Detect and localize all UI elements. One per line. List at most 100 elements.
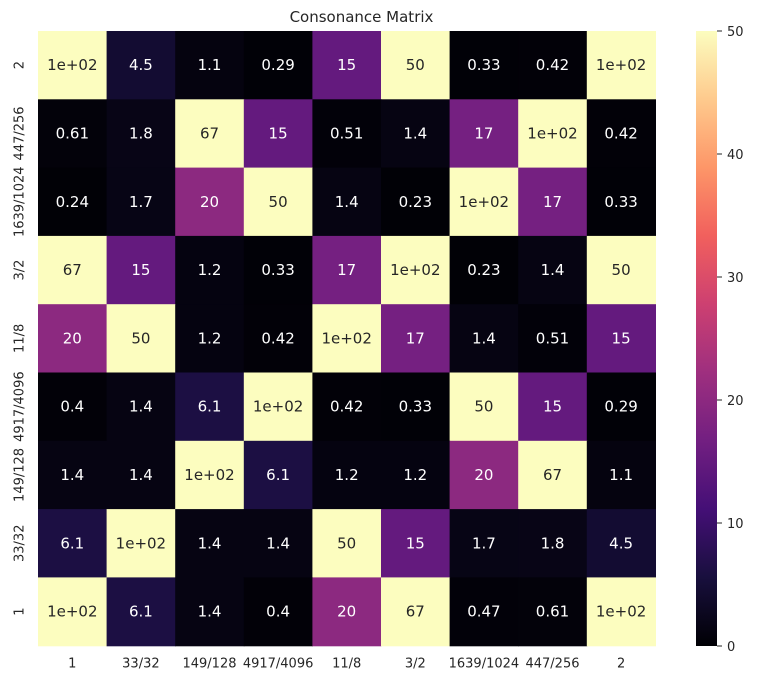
heatmap-cell xyxy=(586,304,656,374)
heatmap-cell xyxy=(243,440,313,510)
cell-value-label: 1.7 xyxy=(472,534,496,552)
cell-value-label: 0.29 xyxy=(604,398,637,416)
heatmap-cell xyxy=(312,440,382,510)
heatmap-cell xyxy=(243,577,313,647)
heatmap-cell xyxy=(243,99,313,169)
y-tick-label: 3/2 xyxy=(13,260,28,281)
cell-value-label: 1.4 xyxy=(472,329,496,347)
cell-value-label: 0.51 xyxy=(330,124,363,142)
heatmap-cell xyxy=(38,31,108,100)
cell-value-label: 0.23 xyxy=(467,261,500,279)
heatmap-cell xyxy=(106,99,176,169)
heatmap-cell xyxy=(106,31,176,100)
heatmap-cell xyxy=(449,372,519,442)
heatmap-cell xyxy=(381,235,451,305)
cell-value-label: 0.33 xyxy=(467,56,500,74)
heatmap-cell xyxy=(175,372,245,442)
cell-value-label: 0.29 xyxy=(261,56,294,74)
heatmap-cell xyxy=(175,167,245,237)
cell-value-label: 0.42 xyxy=(261,329,294,347)
cell-value-label: 0.33 xyxy=(399,398,432,416)
cell-value-label: 1.4 xyxy=(129,398,153,416)
cell-value-label: 1.2 xyxy=(198,261,222,279)
heatmap-cell xyxy=(38,167,108,237)
cell-value-label: 1e+02 xyxy=(596,56,646,74)
cell-value-label: 20 xyxy=(474,466,493,484)
heatmap-cells: 1e+02 4.5 1.1 0.29 15 50 0.33 0.42 1e+02 0.61 1.8 6… xyxy=(38,31,656,647)
heatmap-cell xyxy=(175,577,245,647)
cell-value-label: 1e+02 xyxy=(184,466,234,484)
cell-value-label: 4.5 xyxy=(609,534,633,552)
cell-value-label: 67 xyxy=(543,466,562,484)
cell-value-label: 6.1 xyxy=(129,603,153,621)
cell-value-label: 0.47 xyxy=(467,603,500,621)
cell-value-label: 67 xyxy=(406,603,425,621)
cell-value-label: 0.51 xyxy=(536,329,569,347)
heatmap-cell xyxy=(518,304,588,374)
heatmap-cell xyxy=(518,577,588,647)
heatmap-cell xyxy=(586,577,656,647)
heatmap-cell xyxy=(449,167,519,237)
cell-value-label: 20 xyxy=(63,329,82,347)
heatmap-cell xyxy=(518,372,588,442)
cell-value-label: 20 xyxy=(337,603,356,621)
cell-value-label: 1e+02 xyxy=(47,603,97,621)
x-tick-label: 149/128 xyxy=(182,657,236,672)
cell-value-label: 0.61 xyxy=(56,124,89,142)
cell-value-label: 1.1 xyxy=(198,56,222,74)
heatmap-cell xyxy=(312,577,382,647)
y-tick-label: 2 xyxy=(13,61,28,69)
cell-value-label: 50 xyxy=(131,329,150,347)
y-tick-label: 11/8 xyxy=(13,324,28,353)
heatmap-cell xyxy=(518,167,588,237)
heatmap-cell xyxy=(518,31,588,100)
heatmap-cell xyxy=(106,372,176,442)
heatmap-cell xyxy=(449,99,519,169)
x-tick-label: 1639/1024 xyxy=(449,657,520,672)
y-tick-label: 1639/1024 xyxy=(13,166,28,237)
cell-value-label: 1.7 xyxy=(129,193,153,211)
heatmap-cell xyxy=(586,31,656,100)
heatmap-cell xyxy=(381,167,451,237)
cell-value-label: 1e+02 xyxy=(321,329,371,347)
x-tick-label: 33/32 xyxy=(122,657,159,672)
cell-value-label: 50 xyxy=(337,534,356,552)
heatmap-cell xyxy=(312,372,382,442)
cell-value-label: 1e+02 xyxy=(527,124,577,142)
colorbar xyxy=(696,31,717,646)
heatmap-cell xyxy=(381,372,451,442)
cell-value-label: 15 xyxy=(131,261,150,279)
cell-value-label: 50 xyxy=(474,398,493,416)
colorbar-tick-label: 10 xyxy=(727,517,744,532)
cell-value-label: 20 xyxy=(200,193,219,211)
cell-value-label: 1e+02 xyxy=(116,534,166,552)
cell-value-label: 1e+02 xyxy=(459,193,509,211)
cell-value-label: 6.1 xyxy=(198,398,222,416)
heatmap-cell xyxy=(586,372,656,442)
heatmap-cell xyxy=(38,235,108,305)
heatmap-cell xyxy=(175,509,245,578)
cell-value-label: 6.1 xyxy=(60,534,84,552)
heatmap-cell xyxy=(38,304,108,374)
cell-value-label: 15 xyxy=(337,56,356,74)
cell-value-label: 1.4 xyxy=(403,124,427,142)
y-axis-tick-labels: 2 447/256 1639/1024 3/2 11/8 4917/4096 149/128… xyxy=(13,61,28,616)
cell-value-label: 17 xyxy=(406,329,425,347)
colorbar-tick-label: 0 xyxy=(727,640,735,655)
cell-value-label: 1.8 xyxy=(541,534,565,552)
heatmap-cell xyxy=(175,304,245,374)
x-tick-label: 11/8 xyxy=(332,657,361,672)
y-tick-label: 33/32 xyxy=(13,525,28,562)
heatmap-cell xyxy=(586,509,656,578)
cell-value-label: 15 xyxy=(543,398,562,416)
heatmap-cell xyxy=(38,372,108,442)
cell-value-label: 1.2 xyxy=(403,466,427,484)
heatmap-cell xyxy=(243,167,313,237)
heatmap-cell xyxy=(175,99,245,169)
heatmap-cell xyxy=(243,372,313,442)
heatmap-cell xyxy=(518,440,588,510)
y-tick-label: 4917/4096 xyxy=(13,371,28,442)
heatmap-cell xyxy=(381,440,451,510)
heatmap-cell xyxy=(38,99,108,169)
heatmap-cell xyxy=(175,31,245,100)
